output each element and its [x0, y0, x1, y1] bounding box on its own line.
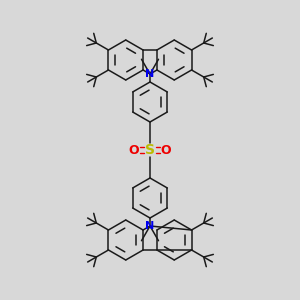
Text: N: N: [146, 221, 154, 231]
Text: O: O: [129, 143, 139, 157]
Text: N: N: [146, 69, 154, 79]
Text: S: S: [145, 143, 155, 157]
Text: O: O: [161, 143, 171, 157]
